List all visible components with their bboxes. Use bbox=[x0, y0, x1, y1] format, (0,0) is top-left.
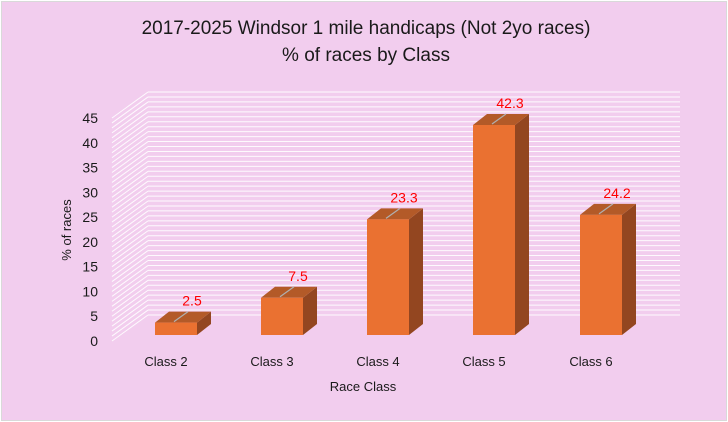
data-label: 23.3 bbox=[390, 189, 417, 205]
data-label: 7.5 bbox=[288, 268, 308, 284]
y-axis-ticks: 0 5 10 15 20 25 30 35 40 45 bbox=[82, 110, 98, 349]
data-label: 24.2 bbox=[603, 185, 630, 201]
x-axis-label: Race Class bbox=[330, 379, 397, 394]
y-axis-label: % of races bbox=[59, 199, 74, 261]
x-tick-label: Class 3 bbox=[250, 354, 293, 369]
y-tick-label: 0 bbox=[90, 333, 98, 349]
bar-class-6: 24.2 bbox=[580, 185, 636, 335]
y-tick-label: 15 bbox=[82, 259, 98, 275]
chart-title-line1: 2017-2025 Windsor 1 mile handicaps (Not … bbox=[141, 18, 591, 39]
bars: 2.5 7.5 23.3 42.3 24.2 bbox=[155, 95, 636, 335]
y-tick-label: 40 bbox=[82, 135, 98, 151]
x-tick-label: Class 4 bbox=[356, 354, 399, 369]
x-tick-label: Class 2 bbox=[144, 354, 187, 369]
y-tick-label: 35 bbox=[82, 160, 98, 176]
y-tick-label: 45 bbox=[82, 110, 98, 126]
bar-class-3: 7.5 bbox=[261, 268, 317, 335]
y-tick-label: 10 bbox=[82, 283, 98, 299]
x-tick-label: Class 5 bbox=[462, 354, 505, 369]
y-tick-label: 20 bbox=[82, 234, 98, 250]
bar-class-4: 23.3 bbox=[367, 189, 423, 335]
data-label: 42.3 bbox=[496, 95, 523, 111]
data-label: 2.5 bbox=[182, 293, 202, 309]
bar-class-5: 42.3 bbox=[473, 95, 529, 335]
x-tick-label: Class 6 bbox=[569, 354, 612, 369]
bar-class-2: 2.5 bbox=[155, 293, 211, 335]
chart-title-line2: % of races by Class bbox=[282, 45, 450, 66]
y-tick-label: 30 bbox=[82, 184, 98, 200]
y-tick-label: 5 bbox=[90, 308, 98, 324]
y-tick-label: 25 bbox=[82, 209, 98, 225]
x-axis-ticks: Class 2 Class 3 Class 4 Class 5 Class 6 bbox=[144, 354, 612, 369]
